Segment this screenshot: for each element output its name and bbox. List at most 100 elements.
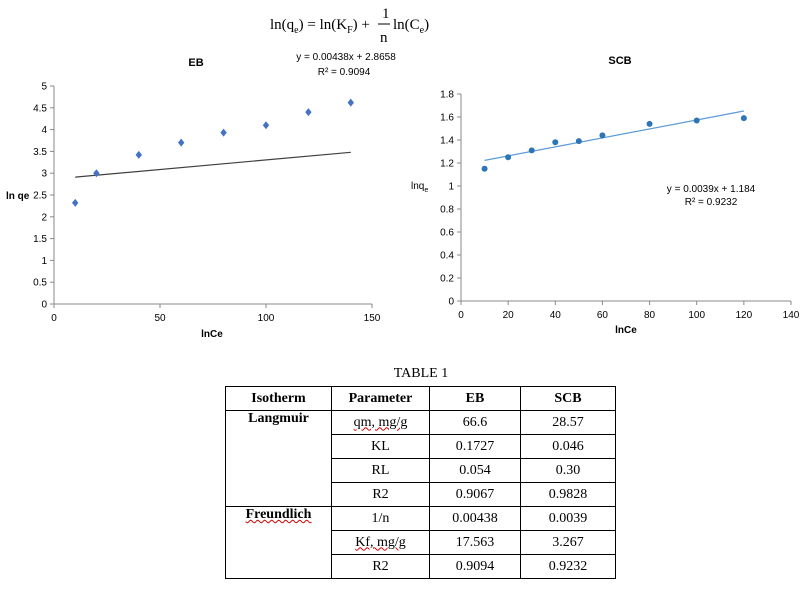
scb-y-tick-label: 0.2 <box>440 274 454 285</box>
scb-cell: 0.9232 <box>520 554 616 579</box>
scb-y-tick-label: 0.6 <box>440 228 454 239</box>
scb-trend-r2: R² = 0.9232 <box>685 197 738 208</box>
eb-x-tick-label: 50 <box>154 313 166 324</box>
scb-data-point <box>575 138 582 145</box>
param-cell: KL <box>331 434 430 459</box>
eb-y-tick-label: 1 <box>41 256 47 267</box>
eb-cell: 0.9067 <box>429 482 521 507</box>
eb-y-tick-label: 2.5 <box>33 191 47 202</box>
scb-y-tick-label: 0.8 <box>440 205 454 216</box>
eb-y-tick-label: 3.5 <box>33 147 47 158</box>
eb-data-point <box>305 108 312 117</box>
scb-y-tick-label: 1.8 <box>440 90 454 101</box>
eb-y-tick-label: 4.5 <box>33 103 47 114</box>
param-qm-unit: qm, mg/g <box>353 414 408 430</box>
eq-rhs-sub: e <box>420 25 425 36</box>
eb-data-point <box>220 128 227 137</box>
scb-data-point <box>481 165 488 172</box>
scb-data-point <box>552 139 559 146</box>
param-cell: RL <box>331 458 430 483</box>
scb-data-point <box>505 154 512 161</box>
scb-x-tick-label: 0 <box>458 310 464 321</box>
svg-text:ln(Ce): ln(Ce) <box>393 17 429 36</box>
eb-cell: 0.9094 <box>429 554 521 579</box>
table-row: Langmuir qm, mg/g 66.6 28.57 <box>225 410 616 507</box>
table-header-row: Isotherm Parameter EB SCB <box>225 386 616 411</box>
isotherm-freundlich: Freundlich <box>225 506 332 579</box>
eq-equals: ) = ln(K <box>299 17 348 33</box>
eb-cell: 0.054 <box>429 458 521 483</box>
eb-trend-r2: R² = 0.9094 <box>318 67 371 78</box>
isotherm-freundlich-label: Freundlich <box>245 507 312 522</box>
eb-x-axis-label: lnCe <box>201 329 223 340</box>
scb-data-point <box>646 120 653 127</box>
scb-x-axis-label: lnCe <box>615 325 637 336</box>
eb-trendline <box>75 151 351 178</box>
scb-chart: 0 0.2 0.4 0.6 0.8 1 1.2 1.4 1.6 1.8 0 20 40 60 80 100 12… <box>440 90 800 322</box>
param-cell: 1/n <box>331 506 430 531</box>
isotherm-table: Isotherm Parameter EB SCB Langmuir qm, m… <box>225 386 616 579</box>
freundlich-equation: ln(qe) = ln(KF) + 1 n ln(Ce) <box>270 6 429 46</box>
scb-cell: 0.046 <box>520 434 616 459</box>
eb-cell: 17.563 <box>429 530 521 555</box>
header-parameter: Parameter <box>331 386 430 411</box>
eb-y-tick-label: 3 <box>41 169 47 180</box>
scb-y-tick-label: 1 <box>448 182 454 193</box>
eb-cell: 66.6 <box>429 410 521 435</box>
eb-trend-equation: y = 0.00438x + 2.8658 <box>296 52 396 63</box>
scb-chart-title: SCB <box>608 55 631 67</box>
scb-y-tick-label: 0.4 <box>440 251 454 262</box>
param-cell: qm, mg/g <box>331 410 430 435</box>
table-row: Freundlich 1/n 0.00438 0.0039 <box>225 506 616 579</box>
eq-plus: ) + <box>353 17 370 33</box>
scb-data-point <box>528 147 535 154</box>
eb-data-point <box>347 98 354 107</box>
eb-y-tick-label: 1.5 <box>33 234 47 245</box>
eb-y-tick-label: 4 <box>41 125 47 136</box>
scb-y-tick-label: 0 <box>448 297 454 308</box>
scb-data-point <box>693 117 700 124</box>
eb-data-point <box>262 121 270 130</box>
scb-x-tick-label: 120 <box>736 310 753 321</box>
scb-x-tick-label: 60 <box>597 310 609 321</box>
scb-y-tick-label: 1.2 <box>440 159 454 170</box>
eb-data-point <box>135 150 142 159</box>
scb-x-tick-label: 20 <box>503 310 515 321</box>
eq-lhs: ln(q <box>270 17 295 33</box>
scb-cell: 0.30 <box>520 458 616 483</box>
header-isotherm: Isotherm <box>225 386 332 411</box>
eb-x-tick-label: 150 <box>364 313 381 324</box>
param-cell: R2 <box>331 554 430 579</box>
eb-data-point <box>72 198 79 207</box>
scb-cell: 28.57 <box>520 410 616 435</box>
scb-trendline <box>484 110 744 161</box>
eb-chart-title: EB <box>188 57 203 69</box>
eq-kf-sub: F <box>347 25 353 36</box>
table-row: R2 0.9094 0.9232 <box>226 554 616 579</box>
svg-text:ln(qe) = ln(KF) +: ln(qe) = ln(KF) + <box>270 17 370 36</box>
header-scb: SCB <box>520 386 616 411</box>
eb-y-axis-label: ln qe <box>6 191 30 202</box>
scb-cell: 0.0039 <box>520 506 616 531</box>
scb-x-tick-label: 140 <box>783 310 800 321</box>
charts-area: EB ln qe lnCe y = 0.00438x + 2.8658 R² =… <box>6 52 800 340</box>
scb-data-point <box>740 115 747 122</box>
table-caption: TABLE 1 <box>393 366 449 381</box>
scb-y-axis-label: lnqe <box>411 181 428 194</box>
eb-y-tick-label: 0 <box>41 300 47 311</box>
param-cell: R2 <box>331 482 430 507</box>
isotherm-langmuir: Langmuir <box>225 410 332 507</box>
eb-cell: 0.1727 <box>429 434 521 459</box>
scb-y-tick-label: 1.6 <box>440 113 454 124</box>
scb-trend-equation: y = 0.0039x + 1.184 <box>667 184 756 195</box>
eq-rhs: ln(C <box>393 17 420 33</box>
eb-y-tick-label: 5 <box>41 82 47 93</box>
scb-x-tick-label: 100 <box>688 310 705 321</box>
eb-cell: 0.00438 <box>429 506 521 531</box>
table-row: Kf, mg/g 17.563 3.267 <box>226 530 616 555</box>
scb-cell: 0.9828 <box>520 482 616 507</box>
eb-y-tick-label: 2 <box>41 212 47 223</box>
eb-data-point <box>93 169 100 178</box>
param-cell: Kf, mg/g <box>331 530 430 555</box>
eb-x-tick-label: 0 <box>51 313 57 324</box>
